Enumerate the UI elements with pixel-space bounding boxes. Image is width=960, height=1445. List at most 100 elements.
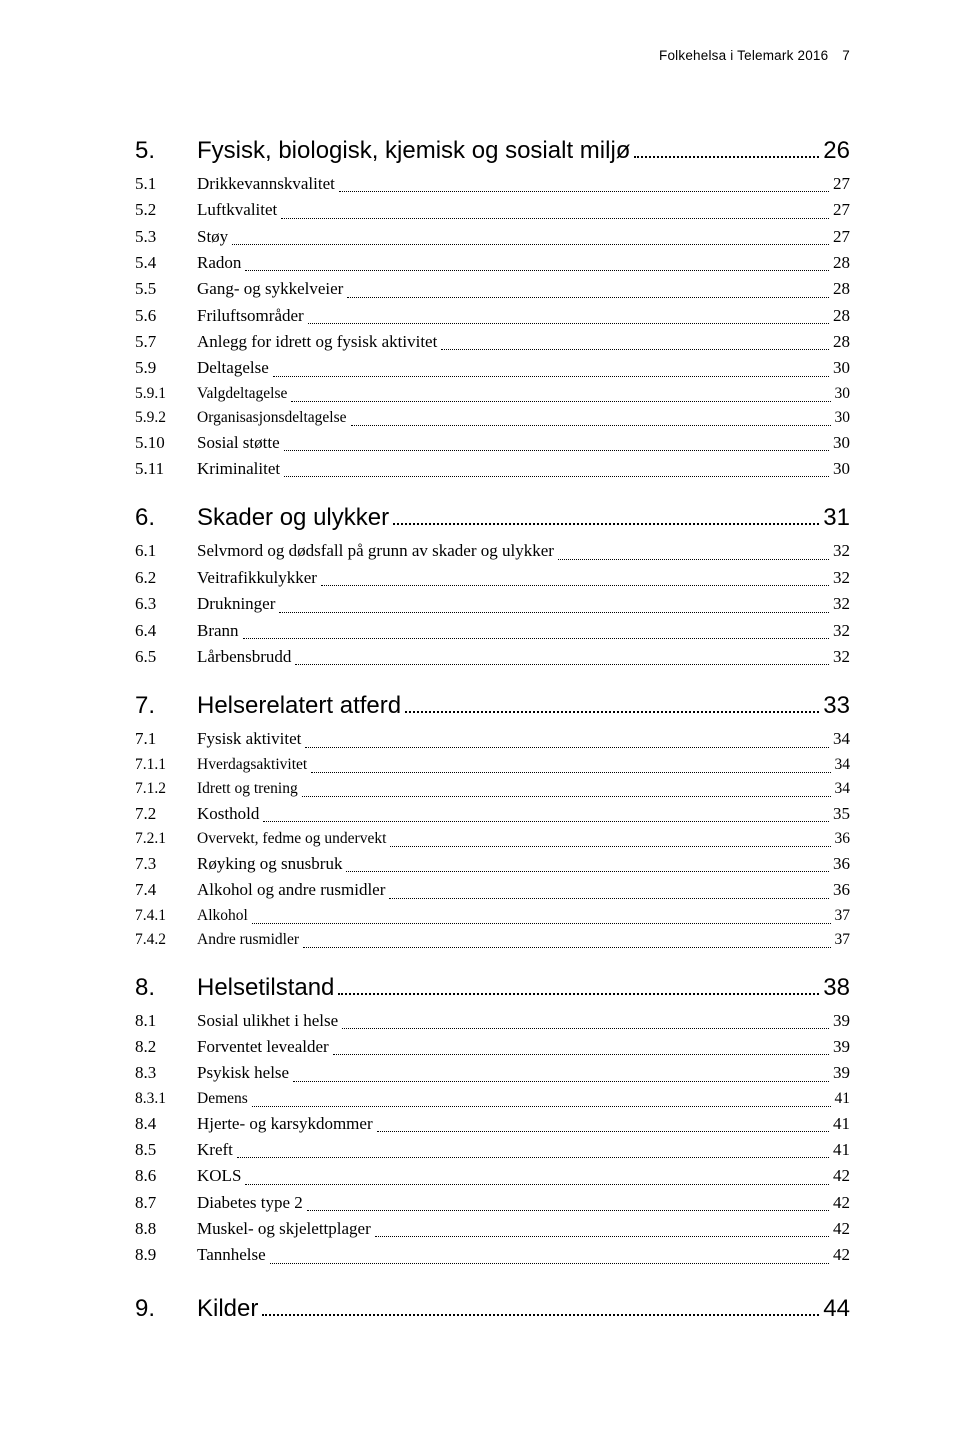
toc-entry-num: 5.9.2 (135, 406, 197, 430)
toc-entry-label: Andre rusmidler (197, 928, 299, 952)
toc-entry-page: 27 (833, 197, 850, 223)
toc-entry-num: 6.3 (135, 591, 197, 617)
toc-entry-page: 42 (833, 1190, 850, 1216)
toc-entry-num: 5.10 (135, 430, 197, 456)
toc-heading-page: 26 (823, 137, 850, 165)
toc-entry-page: 36 (835, 827, 851, 851)
toc-entry-num: 5.3 (135, 224, 197, 250)
toc-entry-page: 34 (835, 753, 851, 777)
toc-entry-num: 7.4.1 (135, 904, 197, 928)
toc-entry-num: 7.1.2 (135, 777, 197, 801)
toc-entry-row: 7.2Kosthold35 (135, 801, 850, 827)
toc-heading-page: 44 (823, 1295, 850, 1323)
toc-leader (389, 898, 829, 899)
toc-entry-row: 5.10Sosial støtte30 (135, 430, 850, 456)
toc-entry-label: Luftkvalitet (197, 197, 277, 223)
toc-entry-label: Veitrafikkulykker (197, 565, 317, 591)
toc-entry-row: 7.1.2Idrett og trening34 (135, 777, 850, 801)
toc-heading-page: 33 (823, 692, 850, 720)
toc-entry-row: 6.3Drukninger32 (135, 591, 850, 617)
toc-entry-label: Hverdagsaktivitet (197, 753, 307, 777)
toc-entry-page: 41 (835, 1087, 851, 1111)
toc-entry-row: 5.3Støy27 (135, 224, 850, 250)
toc-entry-row: 7.4.1Alkohol37 (135, 904, 850, 928)
toc-heading-label: Fysisk, biologisk, kjemisk og sosialt mi… (197, 137, 630, 165)
toc-entry-label: Kreft (197, 1137, 233, 1163)
toc-leader (338, 993, 819, 995)
toc-heading-row: 9.Kilder44 (135, 1295, 850, 1323)
toc-entry-row: 6.4Brann32 (135, 618, 850, 644)
toc-entry-page: 32 (833, 618, 850, 644)
toc-entry-num: 8.3 (135, 1060, 197, 1086)
toc-entry-label: Radon (197, 250, 241, 276)
toc-entry-row: 8.5Kreft 41 (135, 1137, 850, 1163)
table-of-contents: 5.Fysisk, biologisk, kjemisk og sosialt … (135, 137, 850, 1323)
toc-entry-page: 32 (833, 644, 850, 670)
toc-entry-row: 7.1Fysisk aktivitet34 (135, 726, 850, 752)
toc-entry-row: 8.9Tannhelse42 (135, 1242, 850, 1268)
toc-entry-page: 42 (833, 1242, 850, 1268)
toc-entry-page: 34 (833, 726, 850, 752)
toc-entry-page: 37 (835, 904, 851, 928)
toc-leader (302, 796, 831, 797)
toc-section: 8.Helsetilstand388.1Sosial ulikhet i hel… (135, 974, 850, 1269)
toc-entry-num: 6.2 (135, 565, 197, 591)
toc-entry-num: 8.5 (135, 1137, 197, 1163)
toc-entry-label: Kosthold (197, 801, 259, 827)
toc-entry-label: Deltagelse (197, 355, 269, 381)
toc-entry-num: 8.6 (135, 1163, 197, 1189)
toc-entry-page: 41 (833, 1111, 850, 1137)
toc-heading-num: 5. (135, 137, 197, 165)
toc-entry-row: 7.1.1Hverdagsaktivitet34 (135, 753, 850, 777)
toc-entry-label: Gang- og sykkelveier (197, 276, 343, 302)
toc-entry-row: 6.5Lårbensbrudd32 (135, 644, 850, 670)
toc-leader (333, 1054, 829, 1055)
toc-entry-page: 28 (833, 276, 850, 302)
toc-entry-page: 42 (833, 1216, 850, 1242)
toc-leader (307, 1210, 829, 1211)
toc-section: 6.Skader og ulykker316.1Selvmord og døds… (135, 504, 850, 670)
toc-leader (321, 585, 829, 586)
toc-entry-page: 27 (833, 224, 850, 250)
toc-heading-label: Helserelatert atferd (197, 692, 401, 720)
toc-entry-num: 5.9 (135, 355, 197, 381)
toc-entry-page: 34 (835, 777, 851, 801)
toc-entry-row: 6.2Veitrafikkulykker32 (135, 565, 850, 591)
toc-entry-label: Forventet levealder (197, 1034, 329, 1060)
toc-entry-page: 41 (833, 1137, 850, 1163)
toc-entry-page: 30 (833, 355, 850, 381)
toc-entry-label: Organisasjonsdeltagelse (197, 406, 347, 430)
toc-entry-row: 5.5Gang- og sykkelveier28 (135, 276, 850, 302)
toc-leader (390, 846, 830, 847)
running-head: Folkehelsa i Telemark 2016 7 (135, 48, 850, 63)
toc-entry-page: 30 (833, 456, 850, 482)
toc-section: 9.Kilder44 (135, 1295, 850, 1323)
toc-heading-row: 5.Fysisk, biologisk, kjemisk og sosialt … (135, 137, 850, 165)
toc-entry-num: 5.7 (135, 329, 197, 355)
toc-leader (347, 297, 829, 298)
toc-entry-num: 8.8 (135, 1216, 197, 1242)
toc-heading-num: 9. (135, 1295, 197, 1323)
toc-section: 7.Helserelatert atferd337.1Fysisk aktivi… (135, 692, 850, 951)
toc-entry-num: 5.6 (135, 303, 197, 329)
toc-entry-num: 8.1 (135, 1008, 197, 1034)
toc-leader (305, 747, 829, 748)
toc-entry-num: 6.5 (135, 644, 197, 670)
toc-leader (375, 1236, 829, 1237)
toc-entry-label: Drikkevannskvalitet (197, 171, 335, 197)
toc-entry-num: 7.2.1 (135, 827, 197, 851)
toc-entry-label: Alkohol og andre rusmidler (197, 877, 385, 903)
toc-leader (273, 376, 829, 377)
toc-entry-page: 30 (835, 406, 851, 430)
toc-entry-page: 28 (833, 250, 850, 276)
toc-entry-label: Fysisk aktivitet (197, 726, 301, 752)
toc-leader (252, 1106, 831, 1107)
toc-leader (393, 523, 819, 525)
toc-entry-label: Tannhelse (197, 1242, 266, 1268)
toc-entry-row: 5.9.2Organisasjonsdeltagelse 30 (135, 406, 850, 430)
toc-heading-num: 7. (135, 692, 197, 720)
toc-heading-row: 6.Skader og ulykker31 (135, 504, 850, 532)
toc-entry-row: 8.1Sosial ulikhet i helse39 (135, 1008, 850, 1034)
toc-leader (232, 244, 829, 245)
toc-entry-label: Selvmord og dødsfall på grunn av skader … (197, 538, 554, 564)
